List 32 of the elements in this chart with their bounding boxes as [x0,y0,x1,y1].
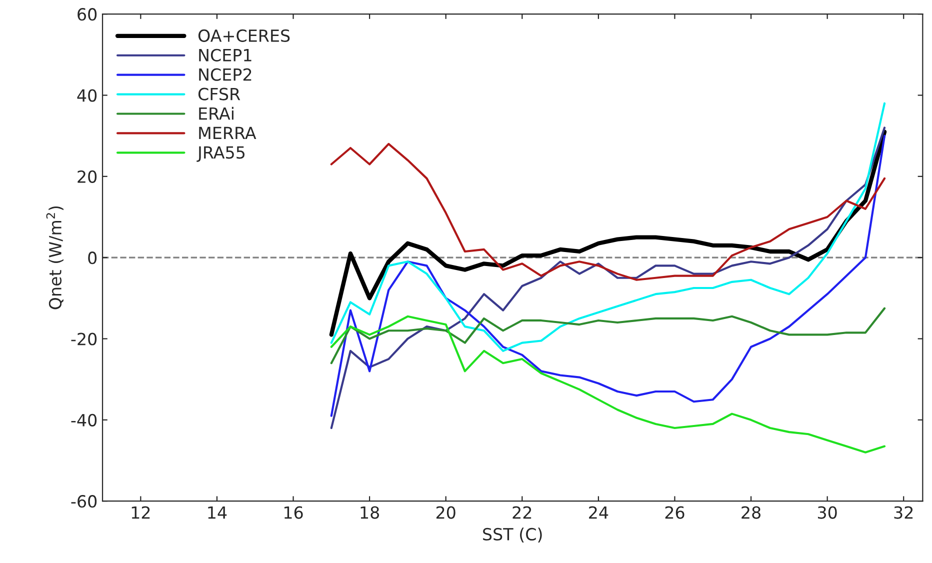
line-series [329,130,887,337]
x-tick-label: 32 [894,506,913,519]
x-tick-label: 30 [818,506,837,519]
x-tick-label: 16 [284,506,303,519]
line-series [330,307,886,364]
y-tick-label: -20 [71,332,97,346]
line-series [330,142,886,281]
legend-label: JRA55 [196,146,245,162]
x-tick-label: 20 [436,506,456,519]
y-tick-label: -60 [71,495,97,508]
legend-label: CFSR [198,88,240,100]
y-tick-label: 0 [88,252,97,264]
x-tick-label: 28 [742,506,760,519]
x-tick-label: 26 [665,506,684,519]
y-tick-label: 20 [78,170,97,183]
y-tick-label: 40 [77,89,97,102]
x-axis-title: SST (C) [483,528,542,542]
x-tick-label: 18 [360,506,380,519]
legend-label: NCEP1 [199,48,252,62]
line-series [330,315,886,454]
y-tick-label: -40 [71,414,97,426]
y-axis-title: Qnet (W/m$^{2}$) [46,206,64,310]
line-series [330,102,886,352]
legend-label: ERAi [199,106,234,120]
legend-label: OA+CERES [198,29,290,42]
x-tick-label: 22 [512,506,532,519]
legend-label: NCEP2 [199,68,252,81]
x-tick-label: 14 [208,506,227,519]
x-tick-label: 12 [132,506,150,519]
legend-label: MERRA [199,126,256,140]
x-tick-label: 24 [589,506,608,519]
y-tick-label: 60 [78,8,97,21]
